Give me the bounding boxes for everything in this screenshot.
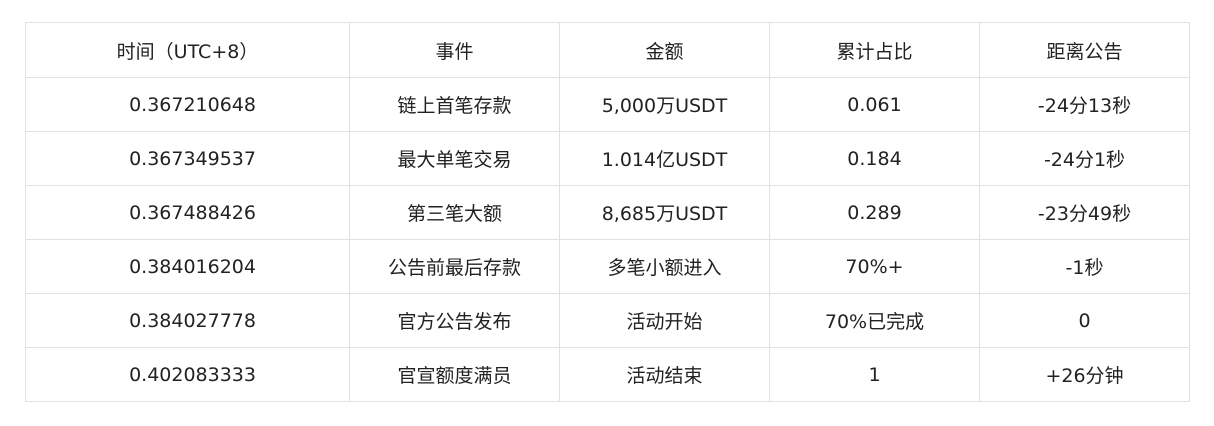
- cell-time: 0.384027778: [25, 293, 350, 348]
- table-row: 0.384016204 公告前最后存款 多笔小额进入 70%+ -1秒: [25, 239, 1190, 294]
- table-row: 0.367349537 最大单笔交易 1.014亿USDT 0.184 -24分1秒: [25, 131, 1190, 186]
- cell-time: 0.367349537: [25, 131, 350, 186]
- cell-cumulative-share: 0.289: [769, 185, 980, 240]
- table-row: 0.384027778 官方公告发布 活动开始 70%已完成 0: [25, 293, 1190, 348]
- event-timeline-table: 时间（UTC+8） 事件 金额 累计占比 距离公告 0.367210648 链上首笔存款 5…: [25, 22, 1190, 402]
- cell-event: 公告前最后存款: [349, 239, 560, 294]
- cell-event: 官方公告发布: [349, 293, 560, 348]
- cell-event: 第三笔大额: [349, 185, 560, 240]
- cell-time-to-announcement: -24分13秒: [979, 77, 1190, 132]
- cell-event: 最大单笔交易: [349, 131, 560, 186]
- table-row: 0.367488426 第三笔大额 8,685万USDT 0.289 -23分49秒: [25, 185, 1190, 240]
- cell-time-to-announcement: +26分钟: [979, 347, 1190, 402]
- header-amount: 金额: [559, 22, 770, 78]
- cell-cumulative-share: 1: [769, 347, 980, 402]
- cell-time-to-announcement: 0: [979, 293, 1190, 348]
- cell-event: 链上首笔存款: [349, 77, 560, 132]
- cell-amount: 1.014亿USDT: [559, 131, 770, 186]
- cell-amount: 8,685万USDT: [559, 185, 770, 240]
- cell-cumulative-share: 70%已完成: [769, 293, 980, 348]
- cell-event: 官宣额度满员: [349, 347, 560, 402]
- cell-time: 0.384016204: [25, 239, 350, 294]
- header-event: 事件: [349, 22, 560, 78]
- cell-amount: 活动开始: [559, 293, 770, 348]
- cell-time: 0.367488426: [25, 185, 350, 240]
- header-time-to-announcement: 距离公告: [979, 22, 1190, 78]
- cell-time: 0.367210648: [25, 77, 350, 132]
- cell-cumulative-share: 0.184: [769, 131, 980, 186]
- cell-amount: 多笔小额进入: [559, 239, 770, 294]
- cell-time-to-announcement: -1秒: [979, 239, 1190, 294]
- cell-amount: 活动结束: [559, 347, 770, 402]
- cell-cumulative-share: 0.061: [769, 77, 980, 132]
- cell-cumulative-share: 70%+: [769, 239, 980, 294]
- cell-amount: 5,000万USDT: [559, 77, 770, 132]
- table-header-row: 时间（UTC+8） 事件 金额 累计占比 距离公告: [25, 22, 1190, 78]
- header-cumulative-share: 累计占比: [769, 22, 980, 78]
- header-time: 时间（UTC+8）: [25, 22, 350, 78]
- cell-time: 0.402083333: [25, 347, 350, 402]
- cell-time-to-announcement: -24分1秒: [979, 131, 1190, 186]
- table-row: 0.402083333 官宣额度满员 活动结束 1 +26分钟: [25, 347, 1190, 402]
- cell-time-to-announcement: -23分49秒: [979, 185, 1190, 240]
- table-row: 0.367210648 链上首笔存款 5,000万USDT 0.061 -24分13秒: [25, 77, 1190, 132]
